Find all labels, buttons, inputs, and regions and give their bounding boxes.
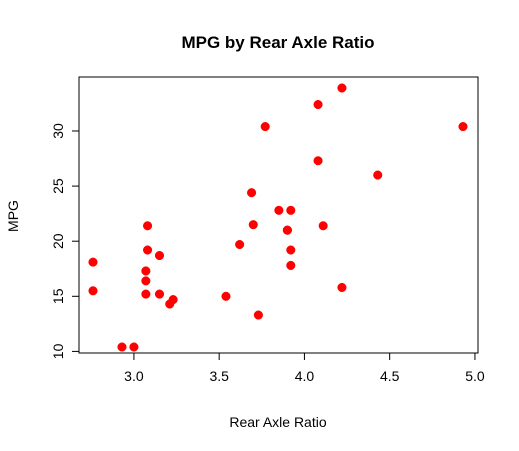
y-tick-label: 25 bbox=[50, 178, 66, 194]
data-point bbox=[221, 291, 231, 301]
chart-title: MPG by Rear Axle Ratio bbox=[181, 33, 374, 52]
data-point bbox=[318, 221, 328, 231]
data-point bbox=[88, 257, 98, 267]
y-tick-label: 20 bbox=[50, 233, 66, 249]
data-point bbox=[248, 220, 258, 230]
y-tick-label: 10 bbox=[50, 343, 66, 359]
data-point bbox=[168, 295, 178, 305]
y-tick-label: 15 bbox=[50, 288, 66, 304]
data-point bbox=[458, 122, 468, 132]
data-point bbox=[143, 245, 153, 255]
y-axis-label: MPG bbox=[5, 200, 21, 232]
data-point bbox=[282, 225, 292, 235]
data-point bbox=[286, 205, 296, 215]
y-tick-label: 30 bbox=[50, 123, 66, 139]
data-point bbox=[235, 239, 245, 250]
data-point bbox=[141, 266, 151, 276]
data-point bbox=[313, 99, 323, 110]
x-tick-label: 3.0 bbox=[124, 368, 144, 384]
data-point bbox=[274, 205, 284, 215]
data-point bbox=[154, 250, 165, 261]
x-tick-label: 4.0 bbox=[295, 368, 315, 384]
data-point bbox=[373, 170, 383, 180]
data-point bbox=[141, 276, 151, 286]
x-tick-label: 3.5 bbox=[209, 368, 229, 384]
data-point bbox=[247, 188, 257, 198]
data-point bbox=[88, 286, 98, 296]
data-point bbox=[313, 156, 323, 166]
data-point bbox=[253, 310, 263, 320]
x-tick-label: 4.5 bbox=[380, 368, 400, 384]
data-point bbox=[286, 245, 296, 255]
data-point bbox=[260, 122, 270, 132]
data-point bbox=[129, 342, 139, 352]
y-axis: 10 15 20 25 30 bbox=[50, 123, 80, 359]
data-point bbox=[143, 221, 153, 231]
data-point bbox=[117, 342, 127, 352]
data-point bbox=[286, 260, 296, 270]
data-point bbox=[337, 282, 347, 293]
data-points bbox=[88, 83, 468, 352]
data-point bbox=[337, 83, 347, 93]
data-point bbox=[154, 289, 165, 299]
plot-frame bbox=[78, 76, 479, 354]
x-axis-label: Rear Axle Ratio bbox=[229, 414, 326, 430]
x-tick-label: 5.0 bbox=[465, 368, 485, 384]
data-point bbox=[141, 289, 151, 299]
x-axis: 3.0 3.5 4.0 4.5 5.0 bbox=[124, 352, 485, 384]
